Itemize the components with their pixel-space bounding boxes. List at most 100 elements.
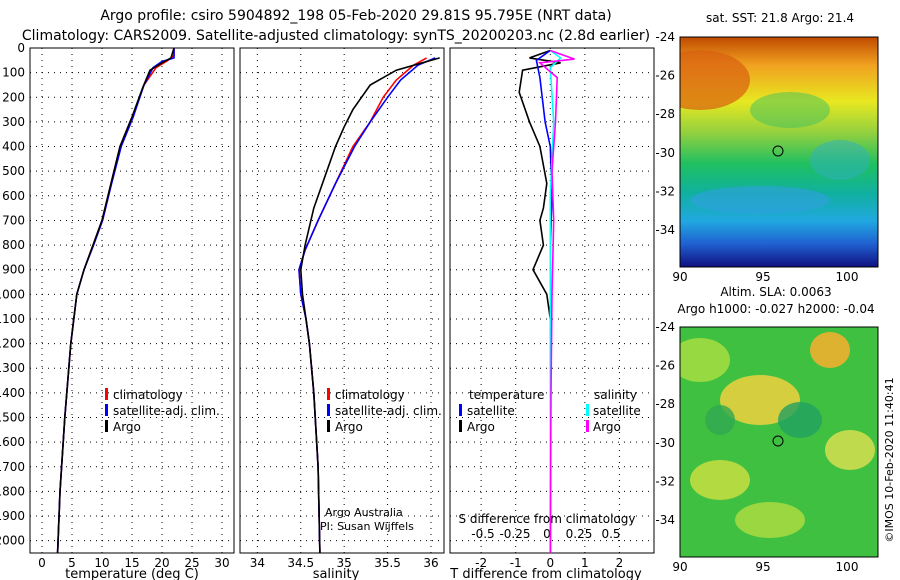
lat-tick: -24	[655, 320, 675, 334]
legend-swatch-s-satellite	[586, 404, 589, 416]
legend-t-satellite: satellite	[467, 404, 515, 418]
series-line-t-argo	[518, 49, 561, 553]
x-tick: 0	[38, 556, 46, 570]
depth-tick: 1000	[0, 287, 25, 301]
series-line-argo	[56, 47, 175, 554]
salinity-grid	[240, 47, 444, 553]
temperature-legend: climatology satellite-adj. clim. Argo	[105, 388, 220, 434]
sla-patch	[735, 502, 805, 538]
series-line-s-satellite	[549, 49, 562, 553]
depth-tick: 1300	[0, 361, 25, 375]
legend-swatch-s-argo	[586, 420, 589, 432]
sla-map-ticks: 90 95 100 -24 -26 -28 -30 -32 -34	[655, 320, 858, 574]
sla-low	[778, 402, 822, 438]
lat-tick: -30	[655, 146, 675, 160]
salinity-tick-labels: 34 34.5 35 35.5 36	[250, 556, 439, 570]
difference-xlabel: T difference from climatology	[449, 567, 642, 580]
legend-swatch-t-argo	[459, 420, 462, 432]
salinity-difference-tick-labels: -0.5 -0.25 0 0.25 0.5	[471, 527, 620, 541]
x-tick: 2	[616, 556, 624, 570]
depth-tick: 700	[2, 213, 25, 227]
depth-tick: 1900	[0, 509, 25, 523]
legend-s-satellite: satellite	[593, 404, 641, 418]
legend-swatch-argo	[327, 420, 330, 432]
x-tick: 10	[94, 556, 109, 570]
sst-map-frame	[679, 36, 879, 268]
legend-satellite: satellite-adj. clim.	[335, 404, 442, 418]
legend-temperature-title: temperature	[469, 388, 544, 402]
s-difference-label: S difference from climatology	[459, 512, 636, 526]
difference-legend-temperature: temperature satellite Argo	[459, 388, 544, 434]
argo-location-marker	[772, 145, 784, 157]
x2-tick: -0.5	[471, 527, 494, 541]
x-tick: 25	[184, 556, 199, 570]
legend-swatch-satellite	[327, 404, 330, 416]
sla-map-title2: Argo h1000: -0.027 h2000: -0.04	[677, 302, 874, 316]
legend-swatch-climatology	[327, 388, 330, 400]
footer-timestamp: ©IMOS 10-Feb-2020 11:40:41	[883, 377, 896, 542]
lon-tick: 100	[836, 560, 859, 574]
sst-patch	[810, 140, 870, 180]
sla-patch	[825, 430, 875, 470]
legend-s-argo: Argo	[593, 420, 621, 434]
difference-tick-labels: -2 -1 0 1 2	[475, 556, 623, 570]
x-tick: 20	[154, 556, 169, 570]
depth-tick: 1200	[0, 337, 25, 351]
x2-tick: -0.25	[499, 527, 530, 541]
salinity-legend: climatology satellite-adj. clim. Argo Ar…	[320, 388, 442, 533]
depth-tick: 400	[2, 140, 25, 154]
sla-map	[680, 327, 878, 557]
legend-swatch-climatology	[105, 388, 108, 400]
difference-legend-salinity: salinity satellite Argo	[586, 388, 641, 434]
legend-argo: Argo	[113, 420, 141, 434]
depth-tick: 1800	[0, 484, 25, 498]
sla-patch	[680, 338, 730, 382]
depth-tick: 300	[2, 115, 25, 129]
x-tick: 15	[124, 556, 139, 570]
lon-tick: 90	[672, 270, 687, 284]
x-tick: 35	[337, 556, 352, 570]
x-tick: 0	[546, 556, 554, 570]
legend-t-argo: Argo	[467, 420, 495, 434]
x-tick: -2	[475, 556, 487, 570]
title-line2: Climatology: CARS2009. Satellite-adjuste…	[22, 28, 650, 44]
x2-tick: 0	[543, 527, 551, 541]
lat-tick: -34	[655, 513, 675, 527]
legend-climatology: climatology	[335, 388, 405, 402]
sst-map-title: sat. SST: 21.8 Argo: 21.4	[706, 11, 854, 25]
legend-swatch-t-satellite	[459, 404, 462, 416]
x-tick: 36	[423, 556, 438, 570]
salinity-xlabel: salinity	[313, 567, 360, 580]
series-line-satellite-adj-clim-	[298, 57, 436, 554]
series-line-s-argo	[537, 49, 575, 554]
series-line-satellite-adj-clim-	[56, 48, 175, 554]
series-line-climatology	[56, 48, 175, 554]
sst-eddy	[750, 92, 830, 128]
temperature-grid	[30, 47, 234, 553]
lat-tick: -26	[655, 69, 675, 83]
x-tick: 30	[214, 556, 229, 570]
x-tick: 5	[68, 556, 76, 570]
lat-tick: -26	[655, 359, 675, 373]
legend-climatology: climatology	[113, 388, 183, 402]
salinity-axes	[239, 47, 445, 554]
legend-swatch-satellite	[105, 404, 108, 416]
legend-satellite: satellite-adj. clim.	[113, 404, 220, 418]
depth-tick: 1600	[0, 435, 25, 449]
lat-tick: -34	[655, 223, 675, 237]
salinity-series	[298, 57, 440, 554]
x2-tick: 0.5	[601, 527, 620, 541]
depth-tick: 500	[2, 164, 25, 178]
annotation-pi: PI: Susan Wijffels	[320, 520, 414, 533]
depth-tick: 1700	[0, 460, 25, 474]
lat-tick: -28	[655, 107, 675, 121]
lon-tick: 100	[836, 270, 859, 284]
sla-high	[720, 375, 800, 425]
depth-tick: 200	[2, 90, 25, 104]
lat-tick: -32	[655, 474, 675, 488]
sst-map	[680, 37, 878, 267]
sla-patch	[690, 460, 750, 500]
depth-tick: 100	[2, 66, 25, 80]
x-tick: 1	[581, 556, 589, 570]
